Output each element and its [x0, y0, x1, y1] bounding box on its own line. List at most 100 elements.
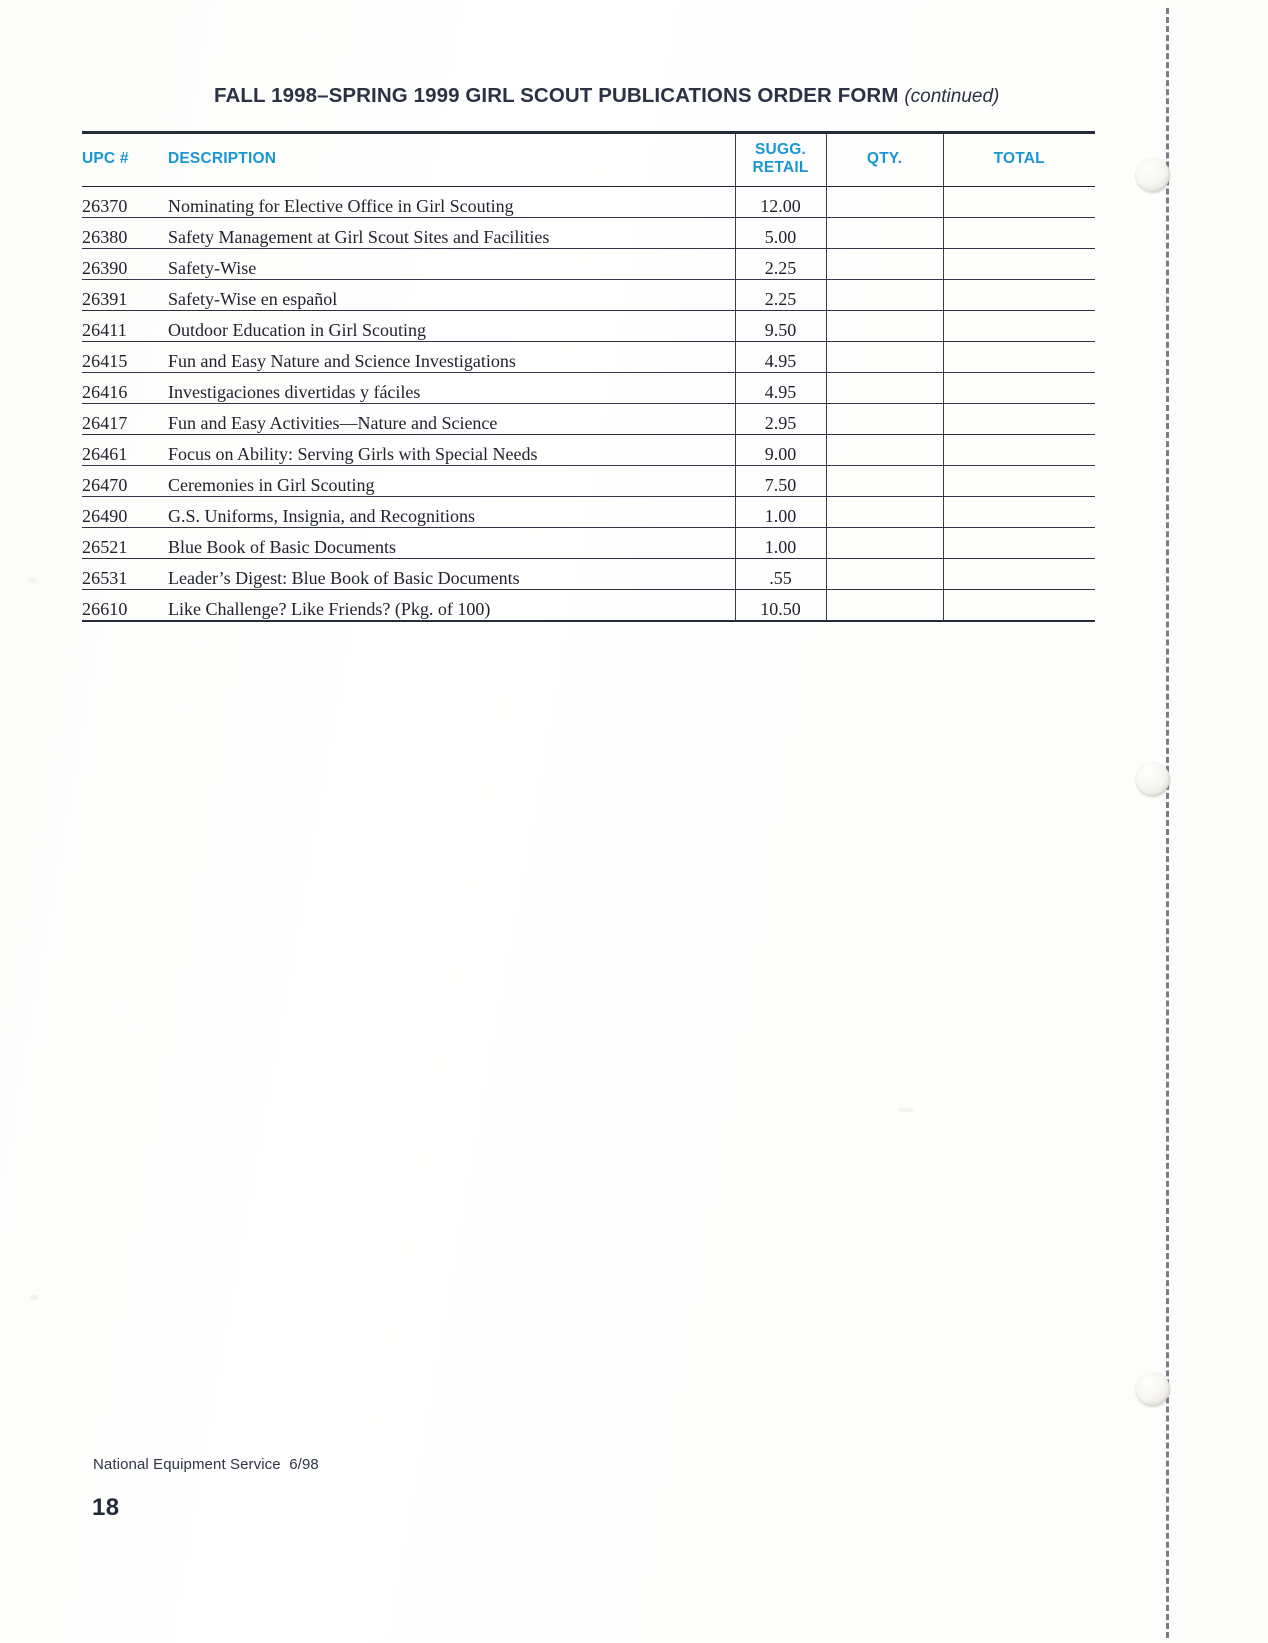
- table-row: 26415 Fun and Easy Nature and Science Inv…: [82, 341, 1095, 373]
- cell-sugg-retail: 4.95: [734, 341, 826, 373]
- cell-qty-blank[interactable]: [825, 527, 943, 559]
- table-row: 26531 Leader’s Digest: Blue Book of Basic…: [82, 558, 1095, 590]
- cell-description: Leader’s Digest: Blue Book of Basic Docu…: [168, 558, 735, 590]
- cell-description: Nominating for Elective Office in Girl S…: [168, 186, 735, 218]
- cell-upc: 26391: [82, 279, 168, 311]
- table-row: 26411 Outdoor Education in Girl Scouting 9…: [82, 310, 1095, 342]
- table-row: 26390 Safety-Wise 2.25: [82, 248, 1095, 280]
- table-row: 26416 Investigaciones divertidas y fácile…: [82, 372, 1095, 404]
- scan-smudge: [28, 578, 37, 583]
- page-title-continued: (continued): [904, 86, 1000, 107]
- cell-upc: 26417: [82, 403, 168, 435]
- cell-qty-blank[interactable]: [825, 310, 943, 342]
- cell-qty-blank[interactable]: [825, 434, 943, 466]
- scan-smudge: [30, 1295, 38, 1300]
- cell-sugg-retail: 9.50: [734, 310, 826, 342]
- table-header-row: UPC # DESCRIPTION SUGG. RETAIL QTY. TOTA…: [82, 134, 1095, 187]
- cell-qty-blank[interactable]: [825, 496, 943, 528]
- cell-total-blank[interactable]: [942, 589, 1095, 622]
- cell-total-blank[interactable]: [942, 434, 1095, 466]
- table-row: 26380 Safety Management at Girl Scout Sit…: [82, 217, 1095, 249]
- cell-total-blank[interactable]: [942, 310, 1095, 342]
- cell-description: Safety-Wise: [168, 248, 735, 280]
- cell-total-blank[interactable]: [942, 403, 1095, 435]
- cell-description: Blue Book of Basic Documents: [168, 527, 735, 559]
- table-header: UPC # DESCRIPTION SUGG. RETAIL QTY. TOTA…: [82, 131, 1095, 187]
- cell-upc: 26610: [82, 589, 168, 622]
- publications-order-table: UPC # DESCRIPTION SUGG. RETAIL QTY. TOTA…: [82, 131, 1095, 622]
- binder-hole-middle: [1136, 762, 1170, 796]
- cell-total-blank[interactable]: [942, 558, 1095, 590]
- cell-upc: 26470: [82, 465, 168, 497]
- cell-total-blank[interactable]: [942, 217, 1095, 249]
- cell-total-blank[interactable]: [942, 465, 1095, 497]
- cell-qty-blank[interactable]: [825, 558, 943, 590]
- cell-qty-blank[interactable]: [825, 372, 943, 404]
- cell-qty-blank[interactable]: [825, 465, 943, 497]
- page-title-main: FALL 1998–SPRING 1999 GIRL SCOUT PUBLICA…: [214, 84, 899, 107]
- cell-upc: 26370: [82, 186, 168, 218]
- table-row: 26610 Like Challenge? Like Friends? (Pkg.…: [82, 589, 1095, 622]
- cell-description: Fun and Easy Nature and Science Investig…: [168, 341, 735, 373]
- page-number: 18: [92, 1494, 120, 1521]
- cell-total-blank[interactable]: [942, 248, 1095, 280]
- cell-description: Focus on Ability: Serving Girls with Spe…: [168, 434, 735, 466]
- table-row: 26470 Ceremonies in Girl Scouting 7.50: [82, 465, 1095, 497]
- cell-sugg-retail: 2.25: [734, 279, 826, 311]
- cell-description: Outdoor Education in Girl Scouting: [168, 310, 735, 342]
- cell-sugg-retail: 1.00: [734, 527, 826, 559]
- table-row: 26391 Safety-Wise en español 2.25: [82, 279, 1095, 311]
- cell-total-blank[interactable]: [942, 279, 1095, 311]
- cell-sugg-retail: 5.00: [734, 217, 826, 249]
- cell-upc: 26531: [82, 558, 168, 590]
- cell-description: Like Challenge? Like Friends? (Pkg. of 1…: [168, 589, 735, 622]
- cell-total-blank[interactable]: [942, 496, 1095, 528]
- binder-hole-bottom: [1136, 1372, 1170, 1406]
- cell-qty-blank[interactable]: [825, 217, 943, 249]
- cell-upc: 26490: [82, 496, 168, 528]
- cell-sugg-retail: 4.95: [734, 372, 826, 404]
- cell-qty-blank[interactable]: [825, 341, 943, 373]
- cell-sugg-retail: 7.50: [734, 465, 826, 497]
- cell-total-blank[interactable]: [942, 341, 1095, 373]
- cell-qty-blank[interactable]: [825, 186, 943, 218]
- cell-sugg-retail: 10.50: [734, 589, 826, 622]
- table-row: 26521 Blue Book of Basic Documents 1.00: [82, 527, 1095, 559]
- cell-qty-blank[interactable]: [825, 403, 943, 435]
- cell-upc: 26415: [82, 341, 168, 373]
- cell-description: Safety Management at Girl Scout Sites an…: [168, 217, 735, 249]
- cell-sugg-retail: 1.00: [734, 496, 826, 528]
- column-header-description: DESCRIPTION: [168, 134, 735, 187]
- cell-sugg-retail: 12.00: [734, 186, 826, 218]
- cell-sugg-retail: .55: [734, 558, 826, 590]
- table-row: 26490 G.S. Uniforms, Insignia, and Recogn…: [82, 496, 1095, 528]
- column-header-upc: UPC #: [82, 134, 168, 187]
- cell-qty-blank[interactable]: [825, 248, 943, 280]
- cell-description: Safety-Wise en español: [168, 279, 735, 311]
- column-header-sugg-retail: SUGG. RETAIL: [734, 134, 826, 187]
- cell-total-blank[interactable]: [942, 527, 1095, 559]
- cell-qty-blank[interactable]: [825, 589, 943, 622]
- cell-upc: 26390: [82, 248, 168, 280]
- table-row: 26370 Nominating for Elective Office in G…: [82, 186, 1095, 218]
- table-row: 26461 Focus on Ability: Serving Girls wit…: [82, 434, 1095, 466]
- cell-description: Investigaciones divertidas y fáciles: [168, 372, 735, 404]
- cell-sugg-retail: 2.95: [734, 403, 826, 435]
- perforation-line: [1166, 8, 1169, 1638]
- cell-upc: 26416: [82, 372, 168, 404]
- binder-hole-top: [1136, 158, 1170, 192]
- cell-description: Fun and Easy Activities—Nature and Scien…: [168, 403, 735, 435]
- cell-sugg-retail: 9.00: [734, 434, 826, 466]
- footer-imprint: National Equipment Service 6/98: [93, 1456, 319, 1473]
- cell-total-blank[interactable]: [942, 186, 1095, 218]
- cell-description: G.S. Uniforms, Insignia, and Recognition…: [168, 496, 735, 528]
- page-title: FALL 1998–SPRING 1999 GIRL SCOUT PUBLICA…: [214, 84, 999, 108]
- scan-smudge: [898, 1108, 914, 1112]
- cell-upc: 26380: [82, 217, 168, 249]
- column-header-total: TOTAL: [942, 134, 1095, 187]
- cell-upc: 26411: [82, 310, 168, 342]
- cell-total-blank[interactable]: [942, 372, 1095, 404]
- column-header-qty: QTY.: [825, 134, 943, 187]
- page-edge-strip: [1163, 0, 1268, 1643]
- cell-qty-blank[interactable]: [825, 279, 943, 311]
